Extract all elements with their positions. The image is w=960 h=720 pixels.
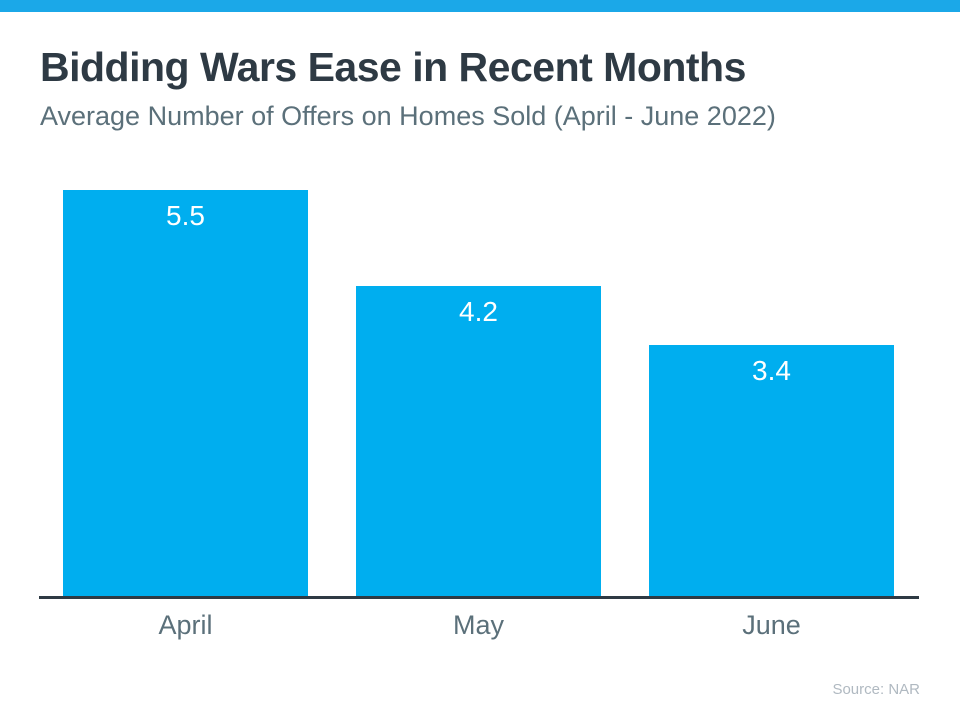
bar-april: 5.5 xyxy=(63,190,308,597)
bar-chart-plot-area: 5.5 4.2 3.4 xyxy=(39,190,919,597)
bar-value-label-may: 4.2 xyxy=(459,296,498,327)
bar-may: 4.2 xyxy=(356,286,601,597)
x-axis-label-may: May xyxy=(452,610,504,640)
x-axis-labels: April May June xyxy=(39,610,919,642)
chart-title: Bidding Wars Ease in Recent Months xyxy=(40,44,746,90)
x-axis-line xyxy=(39,596,919,599)
x-axis-label-april: April xyxy=(158,610,213,640)
chart-subtitle: Average Number of Offers on Homes Sold (… xyxy=(40,101,776,131)
bar-value-label-june: 3.4 xyxy=(752,355,791,386)
bar-june: 3.4 xyxy=(649,345,894,597)
bar-value-label-april: 5.5 xyxy=(166,200,205,231)
x-axis-label-june: June xyxy=(742,610,801,640)
source-note: Source: NAR xyxy=(832,681,920,698)
accent-top-bar xyxy=(0,0,960,12)
